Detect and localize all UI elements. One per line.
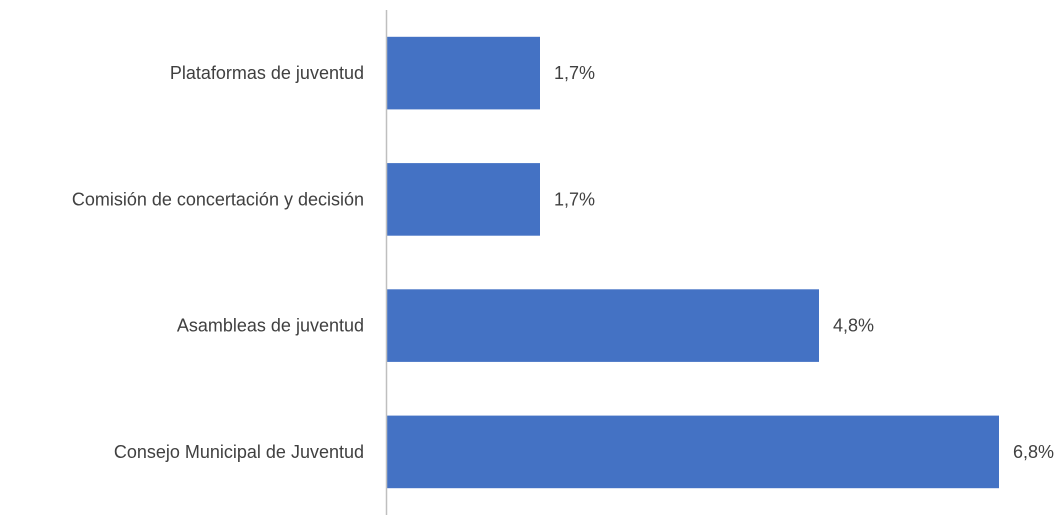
bar bbox=[387, 163, 540, 236]
data-label: 1,7% bbox=[554, 189, 595, 209]
category-label: Asambleas de juventud bbox=[177, 316, 364, 336]
data-label: 1,7% bbox=[554, 63, 595, 83]
data-label: 4,8% bbox=[833, 316, 874, 336]
bar bbox=[387, 36, 540, 110]
bar bbox=[387, 289, 819, 362]
category-label: Plataformas de juventud bbox=[170, 63, 364, 83]
category-label: Comisión de concertación y decisión bbox=[72, 189, 364, 209]
labels-layer: Plataformas de juventud 1,7% Comisión de c… bbox=[72, 63, 1054, 462]
bar bbox=[387, 415, 999, 489]
data-label: 6,8% bbox=[1013, 442, 1054, 462]
category-label: Consejo Municipal de Juventud bbox=[114, 442, 364, 462]
bars-layer bbox=[387, 36, 999, 489]
